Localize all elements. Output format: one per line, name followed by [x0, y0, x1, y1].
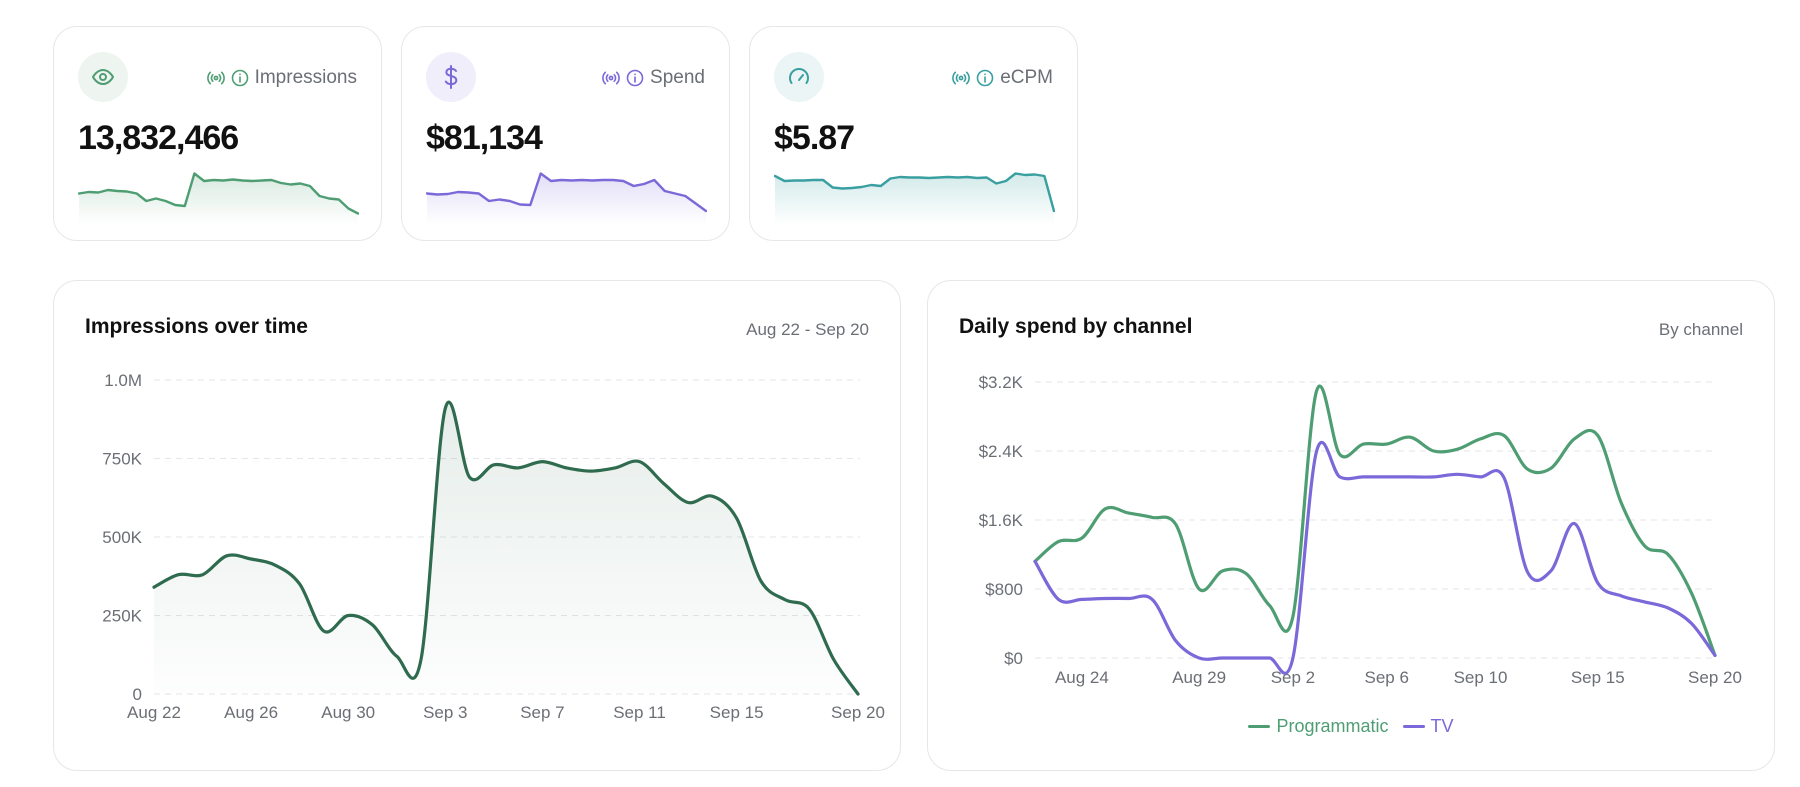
kpi-label: Impressions	[254, 67, 357, 88]
x-tick-label: Sep 20	[831, 703, 885, 722]
live-signal-icon	[952, 71, 971, 85]
grouping-label[interactable]: By channel	[1658, 320, 1743, 339]
panel-title: Impressions over time	[85, 315, 308, 338]
kpi-value: 13,832,466	[78, 119, 239, 157]
series-line-programmatic	[1033, 384, 1717, 657]
impressions-area-chart: 0 250K 500K 750K 1.0M Aug 22 Aug 26 Aug 30 Sep 3…	[102, 371, 885, 722]
kpi-label: Spend	[650, 67, 705, 88]
y-tick-label: 750K	[102, 450, 142, 469]
gauge-icon	[774, 52, 824, 102]
live-signal-icon	[206, 71, 225, 85]
area-fill	[154, 402, 858, 694]
y-tick-label: $1.6K	[979, 511, 1024, 530]
y-tick-label: 1.0M	[104, 371, 142, 390]
x-tick-label: Aug 29	[1172, 668, 1226, 687]
date-range-label[interactable]: Aug 22 - Sep 20	[746, 320, 869, 339]
sparkline-area	[775, 173, 1054, 225]
x-tick-label: Sep 3	[423, 703, 467, 722]
impressions-sparkline	[78, 172, 359, 225]
x-tick-label: Sep 15	[710, 703, 764, 722]
sparkline-line	[426, 172, 707, 213]
kpi-card-spend[interactable]: Spend $81,134	[401, 26, 730, 241]
live-signal-icon	[602, 71, 620, 85]
x-tick-label: Sep 6	[1365, 668, 1409, 687]
chart-legend: Programmatic TV	[928, 716, 1774, 737]
spend-sparkline	[426, 172, 707, 225]
impressions-chart-panel: Impressions over time Aug 22 - Sep 20 0 2…	[53, 280, 901, 771]
x-tick-label: Sep 15	[1571, 668, 1625, 687]
sparkline-area	[79, 173, 358, 225]
x-tick-label: Sep 2	[1271, 668, 1315, 687]
x-tick-label: Aug 30	[321, 703, 375, 722]
y-tick-label: $3.2K	[979, 373, 1024, 392]
info-icon[interactable]	[626, 69, 644, 87]
spend-chart-panel: Daily spend by channel By channel $0 $800…	[927, 280, 1775, 771]
legend-swatch	[1248, 725, 1271, 728]
x-tick-label: Sep 20	[1688, 668, 1742, 687]
kpi-card-ecpm[interactable]: eCPM $5.87	[749, 26, 1078, 241]
y-tick-label: $2.4K	[979, 442, 1024, 461]
dollar-icon	[426, 52, 476, 102]
series-line-impressions	[152, 400, 860, 696]
info-icon[interactable]	[976, 69, 994, 87]
legend-swatch	[1402, 725, 1425, 728]
y-tick-label: 0	[133, 685, 142, 704]
legend-item-tv[interactable]: TV	[1402, 716, 1454, 737]
y-tick-label: $800	[985, 580, 1023, 599]
sparkline-line	[774, 172, 1055, 213]
y-tick-label: 250K	[102, 607, 142, 626]
ecpm-sparkline	[774, 172, 1055, 225]
eye-icon	[78, 52, 128, 102]
series-line-tv	[1033, 440, 1717, 675]
y-tick-label: 500K	[102, 528, 142, 547]
x-tick-label: Sep 11	[613, 703, 666, 722]
spend-line-chart: $0 $800 $1.6K $2.4K $3.2K Aug 24 Aug 29 Sep 2 Se…	[979, 373, 1742, 687]
kpi-value: $81,134	[426, 119, 543, 157]
kpi-value: $5.87	[774, 119, 855, 157]
y-tick-label: $0	[1004, 649, 1023, 668]
kpi-card-impressions[interactable]: Impressions 13,832,466	[53, 26, 382, 241]
kpi-label: eCPM	[1000, 67, 1053, 88]
sparkline-line	[78, 172, 359, 215]
legend-item-programmatic[interactable]: Programmatic	[1248, 716, 1389, 737]
x-tick-label: Sep 7	[520, 703, 564, 722]
x-tick-label: Aug 22	[127, 703, 181, 722]
x-tick-label: Aug 26	[224, 703, 278, 722]
x-tick-label: Aug 24	[1055, 668, 1109, 687]
legend-label: Programmatic	[1276, 716, 1389, 736]
info-icon[interactable]	[231, 69, 249, 87]
x-tick-label: Sep 10	[1454, 668, 1508, 687]
legend-label: TV	[1430, 716, 1454, 736]
panel-title: Daily spend by channel	[959, 315, 1193, 338]
